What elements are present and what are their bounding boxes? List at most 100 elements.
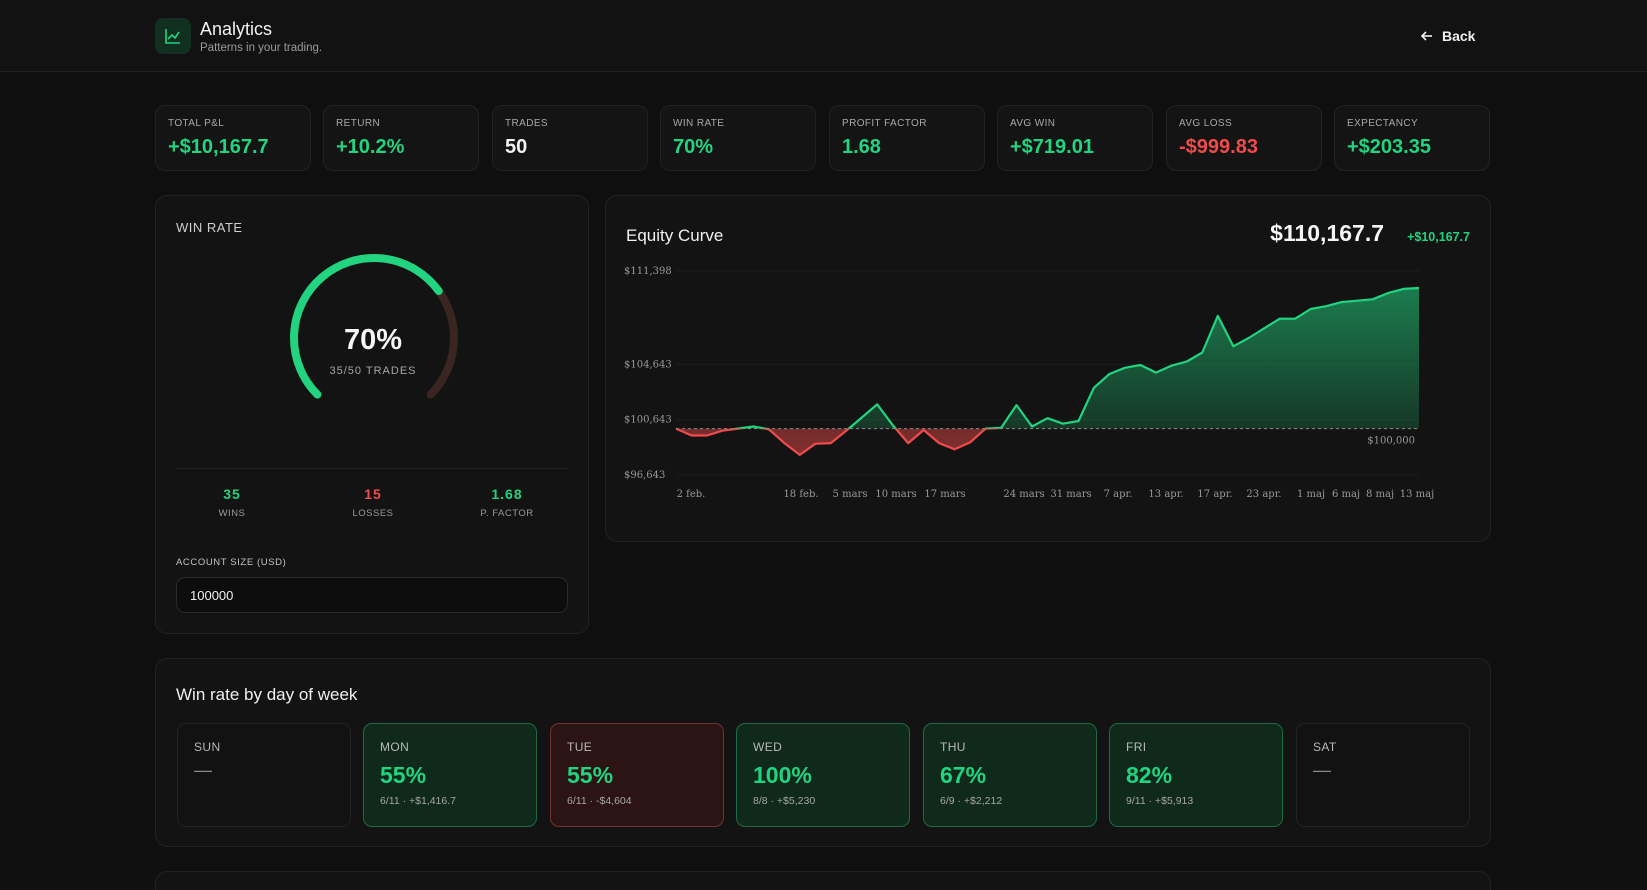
account-size-label: ACCOUNT SIZE (USD) bbox=[176, 557, 287, 568]
gauge-percent: 70% bbox=[343, 324, 403, 356]
x-tick-label: 13 maj bbox=[1400, 489, 1434, 500]
page-subtitle: Patterns in your trading. bbox=[200, 41, 323, 54]
stat-value: +10.2% bbox=[336, 136, 405, 158]
brand: Analytics Patterns in your trading. bbox=[155, 18, 322, 54]
stat-label: AVG WIN bbox=[1010, 118, 1056, 129]
day-win-rate: 55% bbox=[380, 762, 427, 788]
day-detail: 6/11 · +$1,416.7 bbox=[380, 795, 456, 807]
equity-curve-panel: $111,398 $104,643 $100,643 $96,643 $100,000 2… bbox=[605, 195, 1491, 542]
stat-card-return: RETURN +10.2% bbox=[323, 105, 479, 171]
stat-label: AVG LOSS bbox=[1179, 118, 1233, 129]
day-card-tue: TUE 55% 6/11 · -$4,604 bbox=[550, 723, 724, 827]
back-label: Back bbox=[1442, 28, 1476, 44]
stat-card-expectancy: EXPECTANCY +$203.35 bbox=[1334, 105, 1490, 171]
y-tick-label: $96,643 bbox=[624, 470, 665, 481]
equity-line-gain bbox=[676, 286, 1420, 429]
equity-area-gain bbox=[737, 288, 1419, 429]
day-name: WED bbox=[753, 740, 783, 754]
x-tick-label: 13 apr. bbox=[1148, 489, 1183, 500]
win-rate-panel: WIN RATE 70% 35/50 TRADES 35 WINS 15 LOS… bbox=[155, 195, 589, 634]
day-win-rate: 82% bbox=[1126, 762, 1173, 788]
stat-value: 50 bbox=[505, 136, 528, 158]
stat-card-avg-win: AVG WIN +$719.01 bbox=[997, 105, 1153, 171]
stat-value: 70% bbox=[673, 136, 714, 158]
day-name: THU bbox=[940, 740, 966, 754]
day-card-sun: SUN — bbox=[177, 723, 351, 827]
y-tick-label: $104,643 bbox=[624, 359, 672, 370]
day-of-week-panel: Win rate by day of week SUN — MON 55% 6/… bbox=[155, 658, 1491, 847]
equity-chart: $111,398 $104,643 $100,643 $96,643 $100,000 2… bbox=[624, 266, 1434, 500]
back-button[interactable]: Back bbox=[1420, 24, 1475, 48]
win-rate-title: WIN RATE bbox=[176, 220, 243, 235]
stat-label: TRADES bbox=[505, 118, 548, 129]
y-tick-label: $100,643 bbox=[624, 415, 672, 426]
stat-card-trades: TRADES 50 bbox=[492, 105, 648, 171]
x-tick-label: 7 apr. bbox=[1104, 489, 1133, 500]
baseline-label: $100,000 bbox=[1367, 436, 1415, 447]
top-bar: Analytics Patterns in your trading. Back bbox=[0, 0, 1647, 72]
day-detail: 8/8 · +$5,230 bbox=[753, 795, 816, 807]
x-tick-label: 6 maj bbox=[1332, 489, 1360, 500]
day-win-rate: 55% bbox=[567, 762, 614, 788]
arrow-left-icon bbox=[1420, 31, 1432, 41]
gauge-fill bbox=[290, 254, 443, 399]
day-card-mon: MON 55% 6/11 · +$1,416.7 bbox=[363, 723, 537, 827]
stat-value: +$719.01 bbox=[1010, 136, 1094, 158]
x-tick-label: 1 maj bbox=[1297, 489, 1325, 500]
chart-line-icon bbox=[155, 18, 191, 54]
stat-value: +$203.35 bbox=[1347, 136, 1431, 158]
x-tick-label: 17 apr. bbox=[1197, 489, 1232, 500]
gauge-trades: 35/50 TRADES bbox=[329, 365, 417, 377]
day-of-week-title: Win rate by day of week bbox=[176, 685, 358, 704]
equity-area-loss bbox=[676, 428, 1419, 455]
losses-label: LOSSES bbox=[352, 508, 394, 519]
day-name: SUN bbox=[194, 740, 221, 754]
page-title: Analytics bbox=[200, 18, 273, 39]
stat-value: 1.68 bbox=[842, 136, 881, 158]
losses-stat: 15 LOSSES bbox=[306, 486, 440, 519]
account-size-input[interactable] bbox=[176, 577, 568, 613]
day-name: MON bbox=[380, 740, 410, 754]
x-tick-label: 2 feb. bbox=[677, 489, 706, 500]
next-panel bbox=[155, 871, 1491, 890]
equity-title: Equity Curve bbox=[626, 226, 724, 245]
x-tick-label: 5 mars bbox=[833, 489, 868, 500]
divider bbox=[176, 468, 568, 469]
stat-label: EXPECTANCY bbox=[1347, 118, 1419, 129]
x-tick-label: 8 maj bbox=[1366, 489, 1394, 500]
stat-card-total-pnl: TOTAL P&L +$10,167.7 bbox=[155, 105, 311, 171]
pf-label: P. FACTOR bbox=[480, 508, 534, 519]
stat-card-profit-factor: PROFIT FACTOR 1.68 bbox=[829, 105, 985, 171]
x-tick-label: 10 mars bbox=[875, 489, 916, 500]
day-card-thu: THU 67% 6/9 · +$2,212 bbox=[923, 723, 1097, 827]
equity-change: +$10,167.7 bbox=[1407, 230, 1470, 244]
win-rate-gauge bbox=[290, 254, 458, 399]
wins-stat: 35 WINS bbox=[165, 486, 299, 519]
stat-label: WIN RATE bbox=[673, 118, 725, 129]
y-tick-label: $111,398 bbox=[624, 266, 672, 277]
x-tick-label: 24 mars bbox=[1003, 489, 1044, 500]
day-empty: — bbox=[194, 760, 212, 780]
stat-card-win-rate: WIN RATE 70% bbox=[660, 105, 816, 171]
day-win-rate: 100% bbox=[753, 762, 812, 788]
pf-value: 1.68 bbox=[491, 486, 523, 502]
x-tick-label: 17 mars bbox=[924, 489, 965, 500]
wins-label: WINS bbox=[218, 508, 246, 519]
x-tick-label: 23 apr. bbox=[1246, 489, 1281, 500]
stat-label: RETURN bbox=[336, 118, 381, 129]
stat-label: TOTAL P&L bbox=[168, 118, 225, 129]
day-card-fri: FRI 82% 9/11 · +$5,913 bbox=[1109, 723, 1283, 827]
equity-total: $110,167.7 bbox=[1270, 220, 1384, 246]
day-empty: — bbox=[1313, 760, 1331, 780]
stat-value: +$10,167.7 bbox=[168, 136, 269, 158]
day-name: FRI bbox=[1126, 740, 1147, 754]
day-detail: 6/9 · +$2,212 bbox=[940, 795, 1003, 807]
day-detail: 9/11 · +$5,913 bbox=[1126, 795, 1194, 807]
x-tick-label: 31 mars bbox=[1050, 489, 1091, 500]
wins-value: 35 bbox=[223, 486, 241, 502]
pf-stat: 1.68 P. FACTOR bbox=[440, 486, 574, 519]
stat-value: -$999.83 bbox=[1179, 136, 1258, 158]
stat-label: PROFIT FACTOR bbox=[842, 118, 927, 129]
day-detail: 6/11 · -$4,604 bbox=[567, 795, 632, 807]
losses-value: 15 bbox=[364, 486, 382, 502]
